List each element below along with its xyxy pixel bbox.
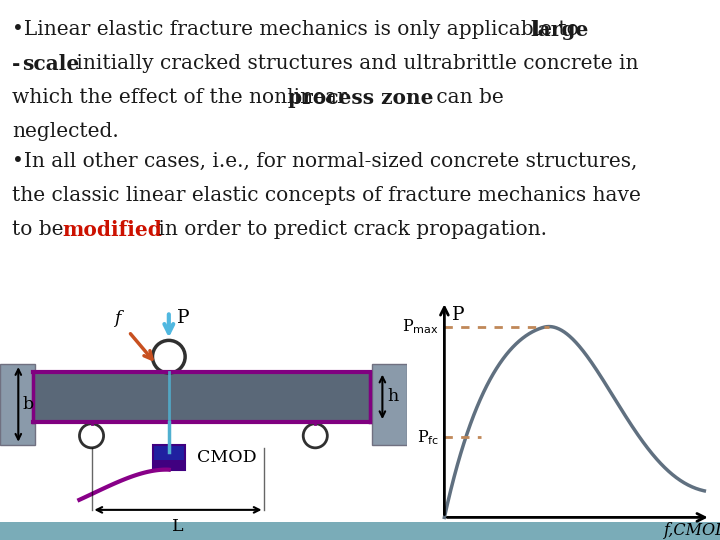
Text: large: large	[530, 20, 588, 40]
Text: P: P	[177, 309, 189, 327]
Bar	[0, 522, 407, 540]
Text: the classic linear elastic concepts of fracture mechanics have: the classic linear elastic concepts of f…	[12, 186, 641, 205]
Circle shape	[303, 424, 328, 448]
Bar	[153, 460, 185, 470]
Text: b: b	[22, 396, 33, 413]
Text: f: f	[114, 309, 120, 327]
Text: process zone: process zone	[288, 88, 433, 108]
Bar	[0, 364, 35, 444]
Text: •In all other cases, i.e., for normal-sized concrete structures,: •In all other cases, i.e., for normal-si…	[12, 152, 637, 171]
Text: scale: scale	[22, 54, 79, 74]
Text: neglected.: neglected.	[12, 122, 119, 141]
Text: P: P	[452, 307, 465, 325]
Bar	[32, 372, 370, 422]
Bar	[372, 364, 407, 444]
Text: P$_{\mathsf{fc}}$: P$_{\mathsf{fc}}$	[417, 428, 439, 447]
Text: •Linear elastic fracture mechanics is only applicable to: •Linear elastic fracture mechanics is on…	[12, 20, 585, 39]
Text: CMOD: CMOD	[197, 449, 257, 465]
Text: initially cracked structures and ultrabrittle concrete in: initially cracked structures and ultrabr…	[70, 54, 639, 73]
Bar	[407, 522, 720, 540]
Text: P$_{\mathsf{max}}$: P$_{\mathsf{max}}$	[402, 317, 439, 336]
Text: can be: can be	[430, 88, 504, 107]
Text: which the effect of the nonlinear: which the effect of the nonlinear	[12, 88, 353, 107]
Text: in order to predict crack propagation.: in order to predict crack propagation.	[152, 220, 547, 239]
Text: h: h	[387, 388, 399, 406]
Circle shape	[153, 340, 185, 373]
Text: -: -	[12, 54, 20, 74]
Bar	[153, 444, 185, 470]
Text: modified: modified	[62, 220, 162, 240]
Text: L: L	[172, 518, 184, 535]
Text: to be: to be	[12, 220, 70, 239]
Circle shape	[79, 424, 104, 448]
Text: f,CMOD: f,CMOD	[664, 522, 720, 539]
